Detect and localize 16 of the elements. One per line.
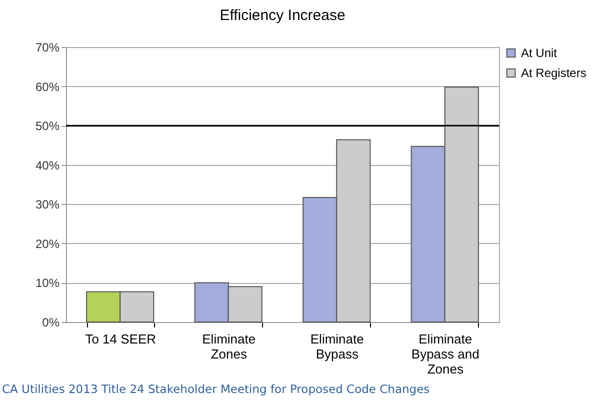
text: CA Utilities 2013 Title 24 Stakeholder Meeting for Proposed Code Changes <box>2 382 430 396</box>
x-tick-label: Eliminate Bypass and Zones <box>411 332 480 376</box>
x-tick-label: Eliminate Zones <box>202 332 256 362</box>
legend-label: At Registers <box>521 66 586 80</box>
x-tick-label: Eliminate Bypass <box>310 332 364 362</box>
legend-label: At Unit <box>521 46 558 60</box>
y-tick-label: 50% <box>35 119 60 134</box>
y-tick-label: 0% <box>42 316 60 330</box>
y-tick-label: 20% <box>35 236 60 251</box>
chart-title: Efficiency Increase <box>220 7 346 24</box>
y-tick-label: 40% <box>35 158 60 172</box>
y-tick-label: 30% <box>35 198 60 212</box>
y-tick-label: 10% <box>35 276 60 290</box>
y-tick-label: 60% <box>35 80 60 94</box>
y-tick-label: 70% <box>35 40 60 54</box>
x-tick-label: To 14 SEER <box>85 332 156 346</box>
